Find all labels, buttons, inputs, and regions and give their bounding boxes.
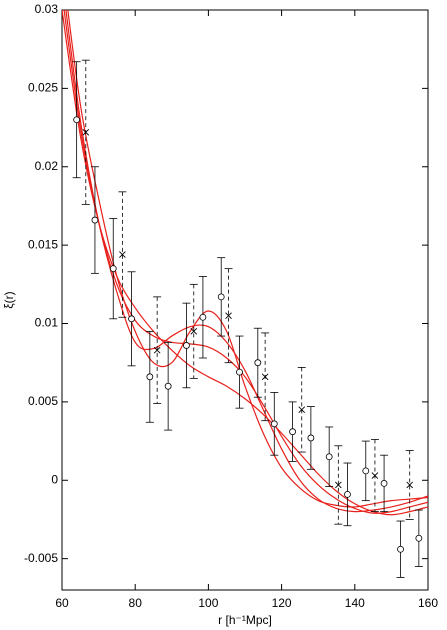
x-tick-label: 160 (418, 596, 438, 610)
data-point (73, 116, 81, 124)
data-point (109, 265, 117, 273)
error-bar (153, 296, 162, 404)
data-point (82, 128, 90, 136)
data-point (183, 342, 190, 349)
y-tick-label: -0.005 (24, 551, 58, 565)
y-tick-label: 0.02 (35, 159, 59, 173)
error-bar (405, 450, 414, 520)
model-curve (67, 10, 428, 508)
model-curve (65, 10, 428, 513)
x-axis-label: r [h⁻¹Mpc] (218, 613, 272, 627)
x-tick-label: 120 (272, 596, 292, 610)
x-tick-label: 140 (345, 596, 365, 610)
data-point (217, 293, 225, 301)
data-point (406, 481, 414, 489)
data-point (128, 315, 135, 323)
data-point (362, 467, 370, 475)
data-point (119, 251, 126, 258)
data-point (153, 346, 161, 354)
data-point (344, 490, 351, 498)
x-tick-label: 80 (129, 596, 143, 610)
data-point (415, 534, 423, 542)
y-tick-label: 0.025 (28, 81, 58, 95)
error-bar (334, 445, 343, 525)
data-point (380, 480, 388, 487)
data-point (397, 545, 404, 553)
y-axis-label: ξ(r) (2, 291, 16, 308)
data-point (325, 453, 333, 461)
data-point (335, 481, 342, 489)
data-point (307, 434, 315, 442)
y-tick-label: 0.01 (35, 316, 59, 330)
model-curve (62, 10, 428, 516)
x-tick-label: 60 (55, 596, 69, 610)
data-point (236, 368, 243, 376)
y-tick-label: 0.005 (28, 394, 58, 408)
data-point (289, 428, 296, 436)
data-point (164, 382, 172, 390)
data-point (91, 216, 99, 224)
data-point (199, 313, 207, 321)
data-point (371, 472, 379, 479)
data-point (298, 406, 306, 414)
x-tick-label: 100 (198, 596, 218, 610)
model-curve (63, 10, 428, 514)
error-bar (189, 283, 198, 379)
data-point (190, 328, 198, 335)
y-tick-label: 0.03 (35, 2, 59, 16)
y-tick-label: 0 (51, 472, 58, 486)
y-tick-label: 0.015 (28, 237, 58, 251)
data-point (225, 312, 232, 319)
plot-area (62, 10, 428, 578)
data-point (270, 420, 278, 428)
data-point (254, 359, 262, 367)
data-point (146, 373, 154, 381)
error-bar (118, 191, 127, 318)
plot-frame (61, 9, 429, 591)
error-bar (224, 268, 233, 364)
data-point (261, 373, 269, 381)
